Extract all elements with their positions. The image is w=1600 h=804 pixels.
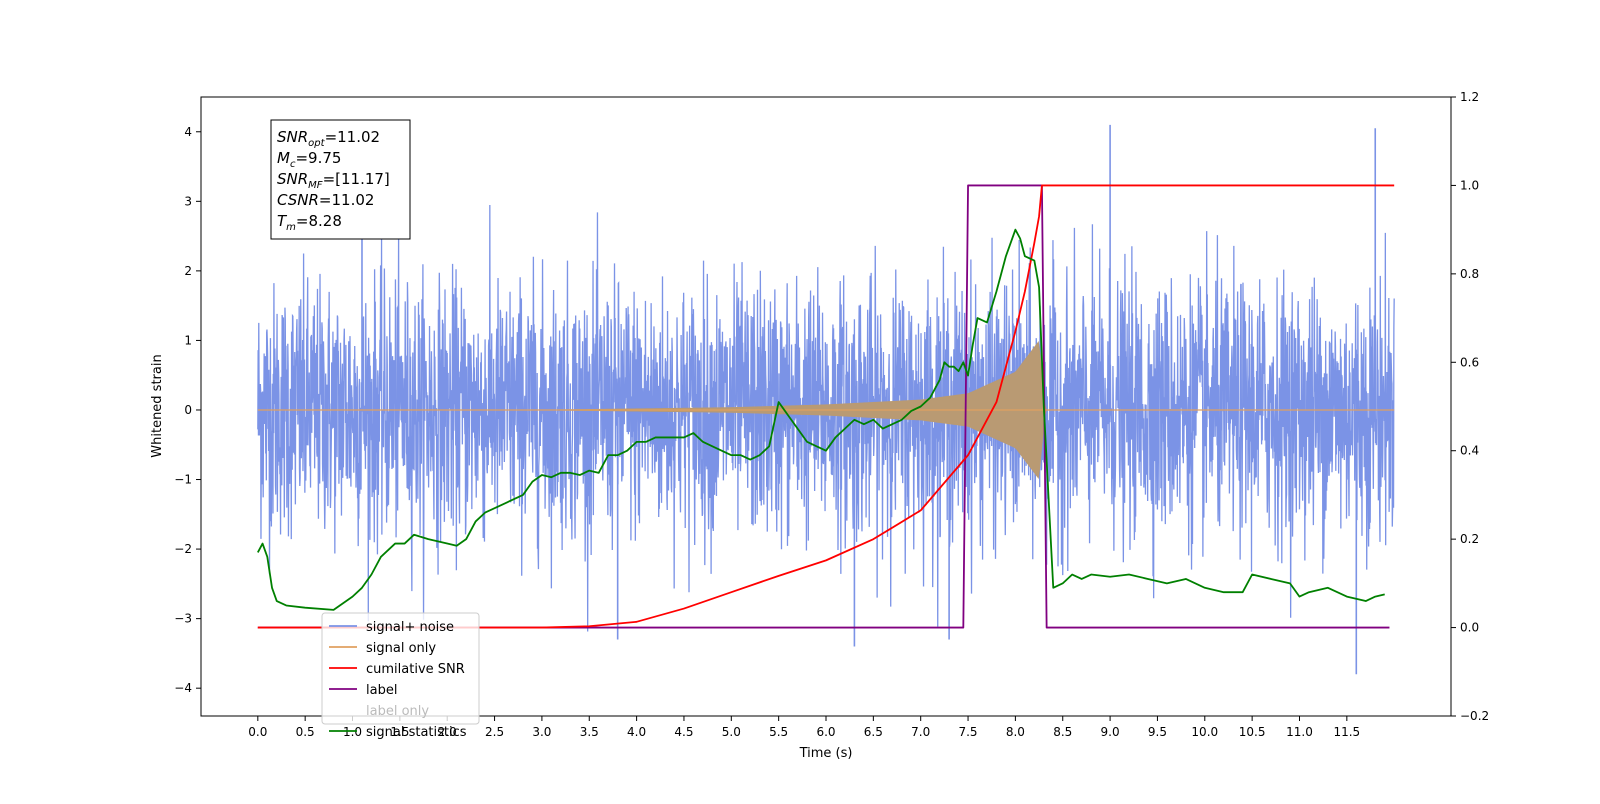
y-right-tick-label: 0.6	[1460, 355, 1479, 369]
x-tick-label: 10.5	[1239, 725, 1266, 739]
y-right-tick-label: 1.0	[1460, 178, 1479, 192]
y-left-tick-label: 0	[184, 403, 192, 417]
y-left-tick-label: 4	[184, 125, 192, 139]
annotation-line: Tm=8.28	[277, 212, 342, 233]
x-tick-label: 11.5	[1333, 725, 1360, 739]
x-tick-label: 9.0	[1101, 725, 1120, 739]
y-left-tick-label: 1	[184, 333, 192, 347]
annotation-line: SNRMF=[11.17]	[277, 170, 390, 191]
x-axis-ticks: 0.0 0.5 1.0 1.5 2.0 2.5 3.0 3.5 4.0 4.5 5.0 5.5 6.0 6…	[248, 716, 1360, 739]
y-left-tick-label: −1	[174, 473, 192, 487]
x-tick-label: 7.0	[911, 725, 930, 739]
series-label	[257, 184, 1390, 629]
series-cumulative-snr	[257, 184, 1395, 629]
x-axis-title: Time (s)	[799, 746, 853, 761]
x-tick-label: 5.0	[722, 725, 741, 739]
y-right-tick-label: 0.8	[1460, 267, 1479, 281]
y-left-tick-label: 3	[184, 194, 192, 208]
x-tick-label: 7.5	[958, 725, 977, 739]
y-axis-left-ticks: −4 −3 −2 −1 0 1 2 3 4	[174, 125, 201, 695]
x-tick-label: 4.5	[674, 725, 693, 739]
y-right-tick-label: 0.0	[1460, 621, 1479, 635]
series-signal-statistics	[257, 228, 1385, 611]
y-right-tick-label: 1.2	[1460, 90, 1479, 104]
legend: signal+ noise signal only cumilative SNR la…	[321, 612, 480, 740]
legend-label: label	[366, 683, 397, 698]
annotation-line: Mc=9.75	[277, 149, 341, 170]
x-tick-label: 8.0	[1006, 725, 1025, 739]
x-tick-label: 0.0	[248, 725, 267, 739]
series-signal-noise	[257, 124, 1395, 675]
y-left-tick-label: −3	[174, 612, 192, 626]
annotation-frame	[270, 119, 411, 240]
x-tick-label: 8.5	[1053, 725, 1072, 739]
y-left-tick-label: 2	[184, 264, 192, 278]
legend-label: label only	[366, 704, 429, 719]
series-lines	[257, 184, 1395, 629]
x-tick-label: 10.0	[1191, 725, 1218, 739]
x-tick-label: 2.5	[485, 725, 504, 739]
x-tick-label: 5.5	[769, 725, 788, 739]
y-right-tick-label: 0.2	[1460, 532, 1479, 546]
x-tick-label: 2.0	[438, 725, 457, 739]
y-axis-left-title: Whitened strain	[150, 354, 165, 457]
legend-frame	[321, 612, 480, 725]
x-tick-label: 1.5	[390, 725, 409, 739]
x-tick-label: 9.5	[1148, 725, 1167, 739]
y-left-tick-label: −4	[174, 681, 192, 695]
legend-label: cumilative SNR	[366, 662, 465, 677]
annotation-line: SNRopt=11.02	[277, 128, 380, 149]
x-tick-label: 3.0	[532, 725, 551, 739]
series-signal-only	[257, 340, 1395, 479]
legend-label: signal statistics	[366, 725, 467, 740]
annotation-line: CSNR=11.02	[277, 191, 374, 209]
x-tick-label: 11.0	[1286, 725, 1313, 739]
x-tick-label: 6.0	[816, 725, 835, 739]
x-tick-label: 6.5	[864, 725, 883, 739]
y-left-tick-label: −2	[174, 542, 192, 556]
noise-trace	[257, 204, 1395, 632]
x-tick-label: 0.5	[296, 725, 315, 739]
y-right-tick-label: 0.4	[1460, 444, 1479, 458]
annotation-box: SNRopt=11.02Mc=9.75SNRMF=[11.17]CSNR=11.…	[270, 119, 411, 240]
y-axis-right-ticks: −0.2 0.0 0.2 0.4 0.6 0.8 1.0 1.2	[1451, 90, 1489, 723]
x-tick-label: 3.5	[580, 725, 599, 739]
legend-label: signal+ noise	[366, 620, 454, 635]
y-right-tick-label: −0.2	[1460, 709, 1489, 723]
x-tick-label: 1.0	[343, 725, 362, 739]
legend-label: signal only	[366, 641, 436, 656]
x-tick-label: 4.0	[627, 725, 646, 739]
